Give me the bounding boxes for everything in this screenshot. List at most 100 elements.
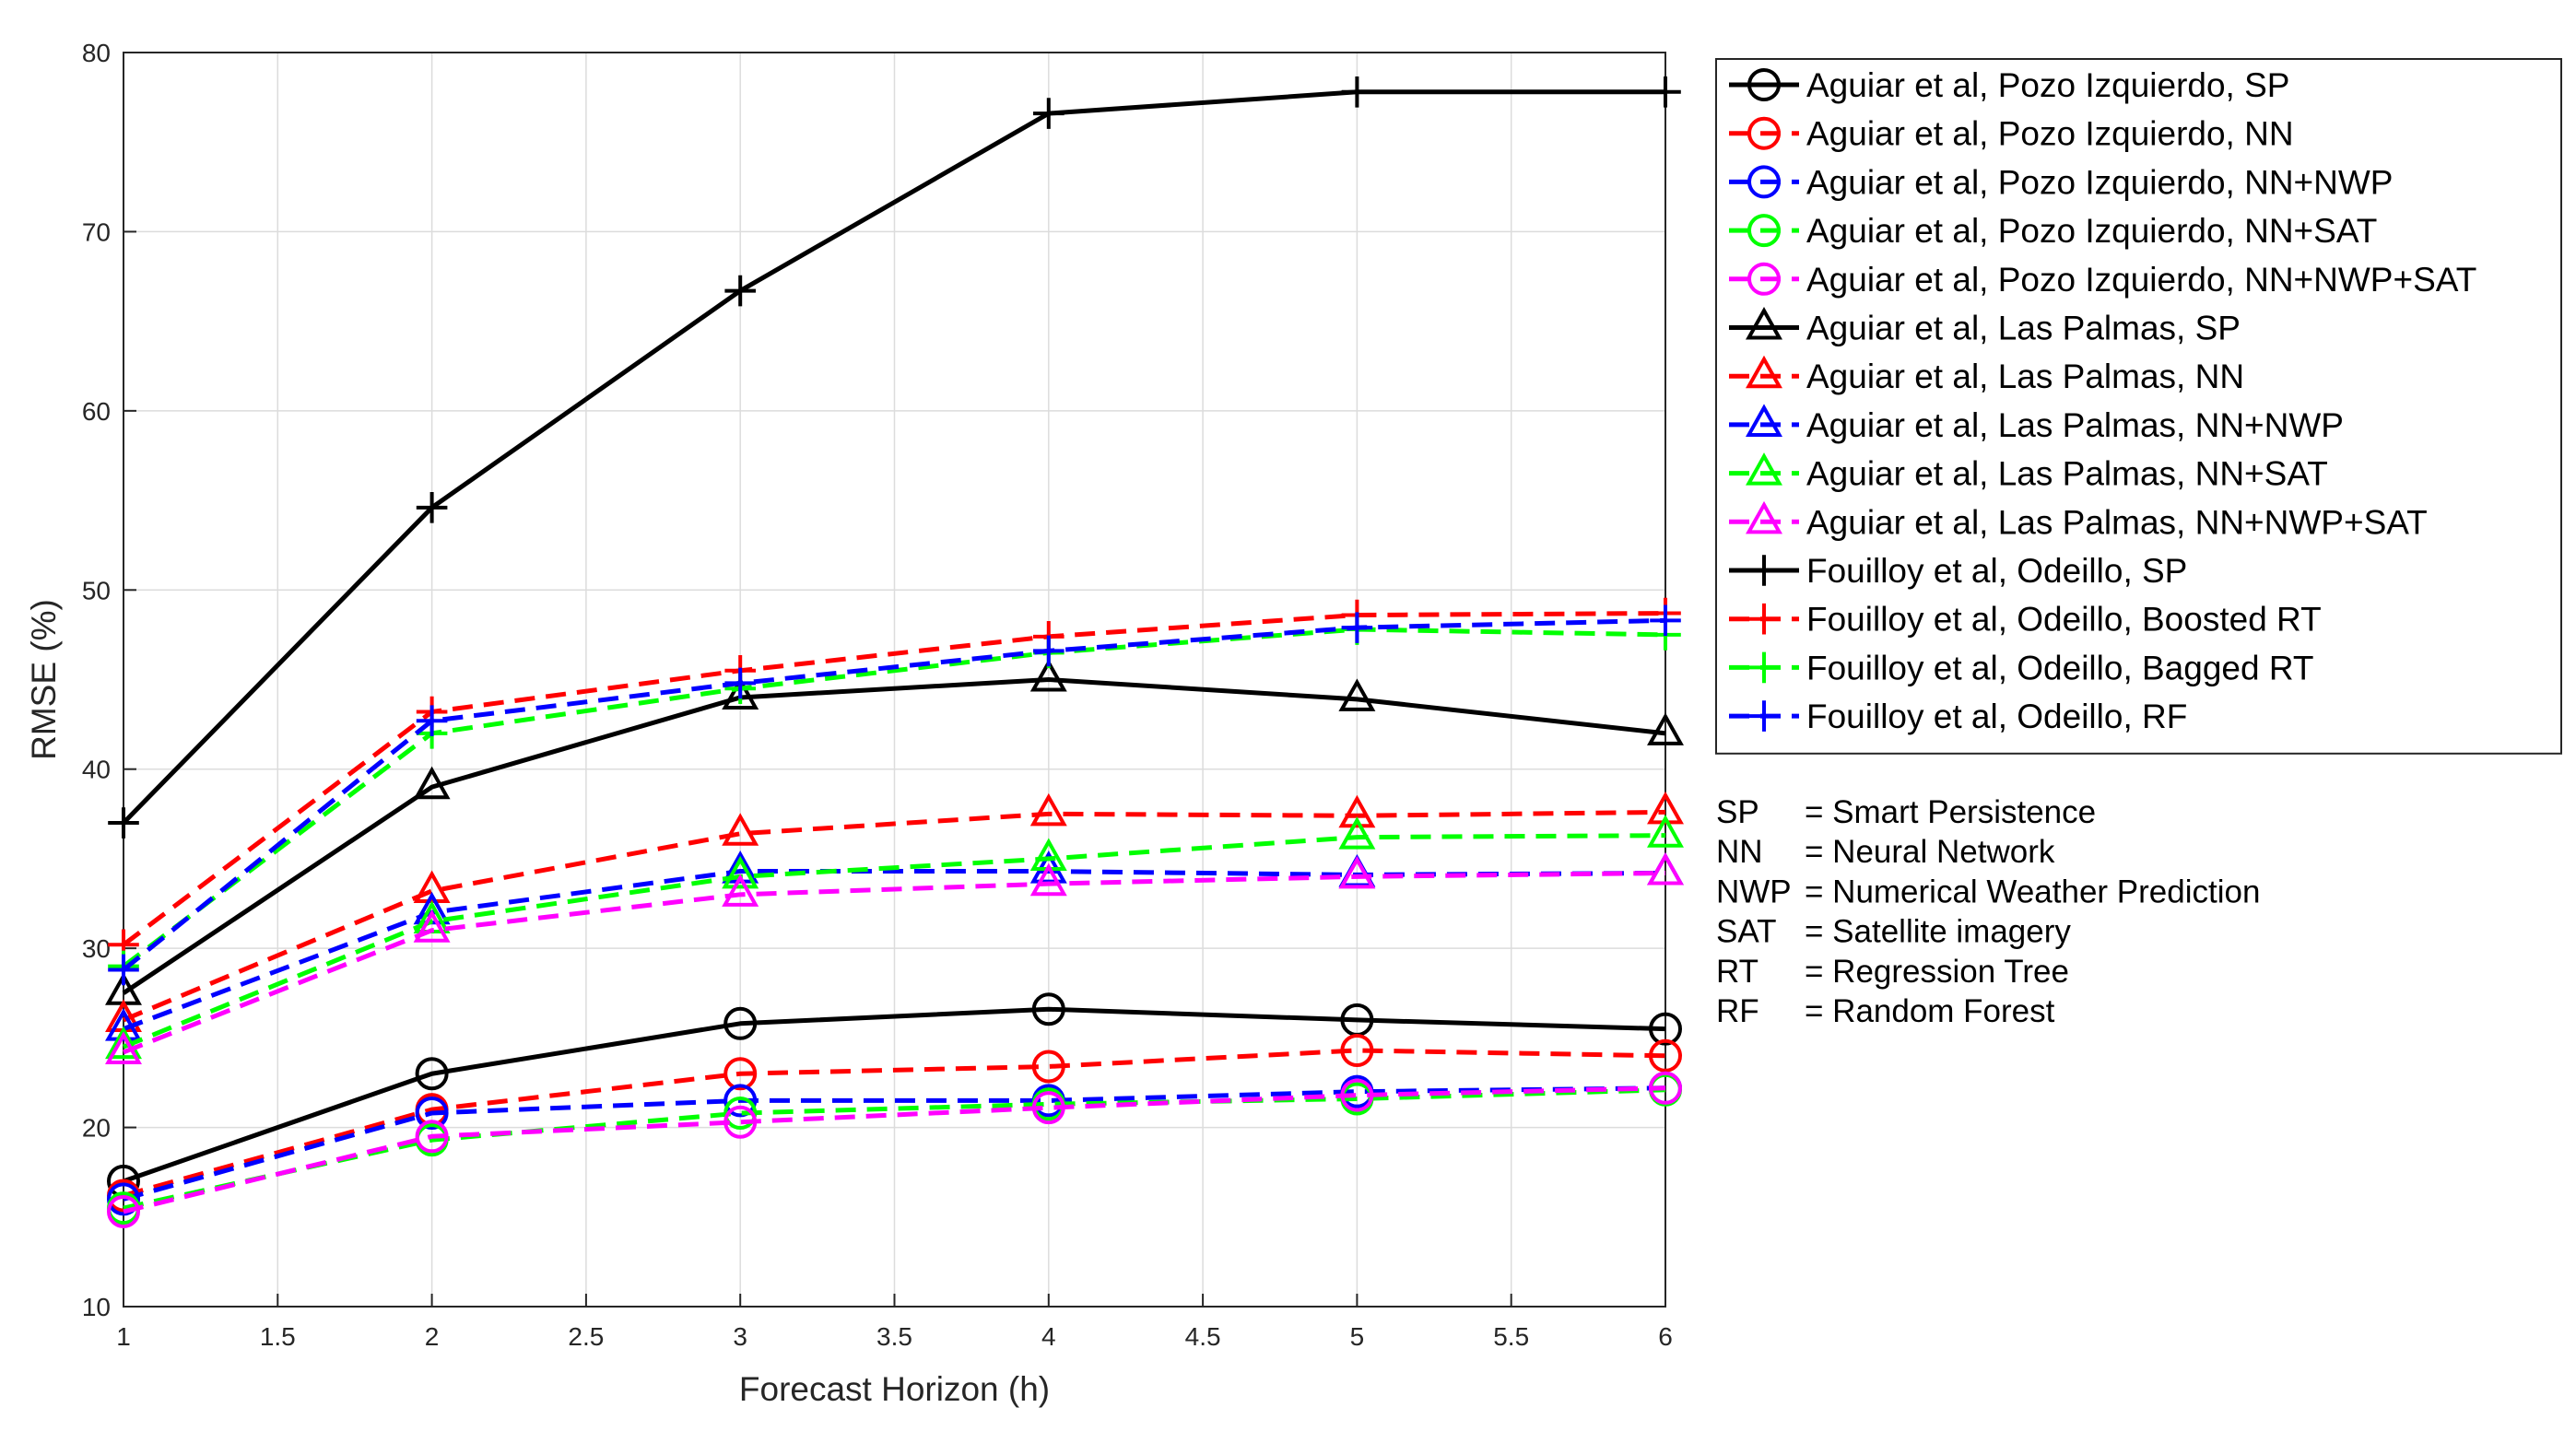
legend-marker [1746, 307, 1782, 340]
data-point [1029, 792, 1067, 827]
abbreviation-note: RF = Random Forest [1716, 993, 2055, 1029]
abbreviation-key: SP [1716, 794, 1759, 830]
legend-label: Fouilloy et al, Odeillo, RF [1806, 698, 2187, 735]
legend-label: Aguiar et al, Las Palmas, NN+NWP+SAT [1806, 503, 2428, 541]
data-point [1649, 1071, 1682, 1105]
legend-item: Aguiar et al, Las Palmas, NN+SAT [1729, 452, 2328, 493]
legend-item: Aguiar et al, Pozo Izquierdo, NN [1729, 115, 2294, 153]
y-tick-label: 10 [82, 1293, 111, 1321]
series-line [123, 1048, 1666, 1198]
y-tick-label: 80 [82, 39, 111, 67]
abbreviation-note: RT = Regression Tree [1716, 954, 2069, 990]
data-point [1341, 76, 1373, 108]
y-tick-label: 20 [82, 1114, 111, 1143]
series-line [123, 833, 1666, 1050]
legend-item: Fouilloy et al, Odeillo, Boosted RT [1729, 601, 2322, 639]
data-point [415, 1097, 449, 1131]
legend-marker [1747, 68, 1781, 101]
data-point [1338, 794, 1376, 828]
data-point [105, 1031, 142, 1064]
legend-box [1715, 58, 2562, 755]
series-line [123, 1087, 1666, 1211]
data-point [724, 275, 756, 307]
legend-item: Fouilloy et al, Odeillo, RF [1729, 698, 2187, 735]
legend-label: Aguiar et al, Pozo Izquierdo, NN+SAT [1806, 212, 2377, 250]
series-line [122, 611, 1666, 947]
legend-label: Aguiar et al, Las Palmas, SP [1806, 310, 2241, 347]
data-point [1338, 816, 1376, 850]
series-line [122, 89, 1665, 825]
x-tick-label: 2 [425, 1322, 440, 1351]
data-point [1340, 1033, 1374, 1067]
data-point [722, 813, 759, 846]
data-point [1029, 659, 1067, 692]
x-tick-label: 2.5 [568, 1322, 604, 1351]
data-point [416, 492, 448, 523]
data-point [723, 1006, 758, 1040]
legend-marker [1748, 651, 1780, 684]
data-point [1341, 612, 1373, 643]
data-point [105, 1026, 142, 1060]
legend-item: Aguiar et al, Las Palmas, NN+NWP [1729, 404, 2344, 444]
legend-label: Fouilloy et al, Odeillo, Bagged RT [1806, 649, 2314, 686]
data-point [1031, 992, 1065, 1026]
data-point [1031, 1091, 1065, 1125]
x-tick-label: 4.5 [1185, 1322, 1221, 1351]
x-tick-label: 1.5 [260, 1322, 296, 1351]
series-10 [105, 852, 1684, 1064]
series-9 [105, 815, 1684, 1060]
series-line [123, 1085, 1666, 1202]
series-line [123, 1006, 1666, 1184]
data-point [723, 1105, 758, 1139]
legend-label: Fouilloy et al, Odeillo, Boosted RT [1806, 601, 2322, 639]
data-point [1338, 678, 1376, 711]
legend-marker [1746, 404, 1782, 437]
data-point [107, 1194, 140, 1228]
legend-marker [1746, 500, 1782, 534]
legend-label: Aguiar et al, Las Palmas, NN [1806, 358, 2244, 395]
data-point [1033, 98, 1065, 129]
legend-item: Fouilloy et al, Odeillo, SP [1729, 552, 2187, 590]
series-14 [108, 604, 1681, 986]
abbreviation-notes: SP = Smart Persistence NN = Neural Network N… [1716, 794, 2260, 1029]
data-point [1647, 815, 1684, 848]
legend-item: Aguiar et al, Pozo Izquierdo, SP [1729, 66, 2289, 104]
legend: Aguiar et al, Pozo Izquierdo, SP Aguiar e… [1715, 58, 2562, 755]
data-point [1647, 712, 1684, 745]
legend-item: Aguiar et al, Las Palmas, NN [1729, 355, 2244, 395]
legend-marker [1747, 165, 1781, 199]
data-point [722, 850, 759, 884]
data-point [722, 855, 759, 889]
data-point [1029, 862, 1067, 897]
abbreviation-definition: = Neural Network [1805, 834, 2055, 870]
data-point [723, 1084, 758, 1118]
data-point [1647, 791, 1684, 825]
legend-marker [1748, 603, 1780, 635]
data-point [1649, 1012, 1682, 1046]
data-point [722, 874, 759, 907]
data-point [108, 807, 139, 839]
data-point [724, 667, 756, 699]
y-axis-label: RMSE (%) [25, 599, 63, 760]
legend-marker [1747, 116, 1781, 150]
series-6 [105, 659, 1684, 1005]
data-point [1649, 1038, 1682, 1073]
x-tick-label: 3.5 [876, 1322, 912, 1351]
series-5 [107, 1071, 1682, 1228]
abbreviation-note: NWP = Numerical Weather Prediction [1716, 874, 2260, 909]
data-point [1338, 855, 1376, 889]
series-line [123, 809, 1666, 1023]
legend-marker [1747, 262, 1781, 296]
legend-label: Aguiar et al, Las Palmas, NN+SAT [1806, 455, 2328, 493]
abbreviation-note: SAT = Satellite imagery [1716, 914, 2071, 950]
data-point [107, 1182, 140, 1216]
legend-marker [1748, 700, 1780, 732]
abbreviation-note: SP = Smart Persistence [1716, 794, 2096, 830]
data-point [1340, 1078, 1374, 1112]
data-point [1033, 635, 1065, 667]
abbreviation-definition: = Smart Persistence [1805, 794, 2096, 830]
legend-item: Aguiar et al, Pozo Izquierdo, NN+NWP+SAT [1729, 261, 2476, 299]
abbreviation-note: NN = Neural Network [1716, 834, 2055, 870]
series-line [122, 617, 1666, 972]
legend-marker [1746, 452, 1782, 486]
